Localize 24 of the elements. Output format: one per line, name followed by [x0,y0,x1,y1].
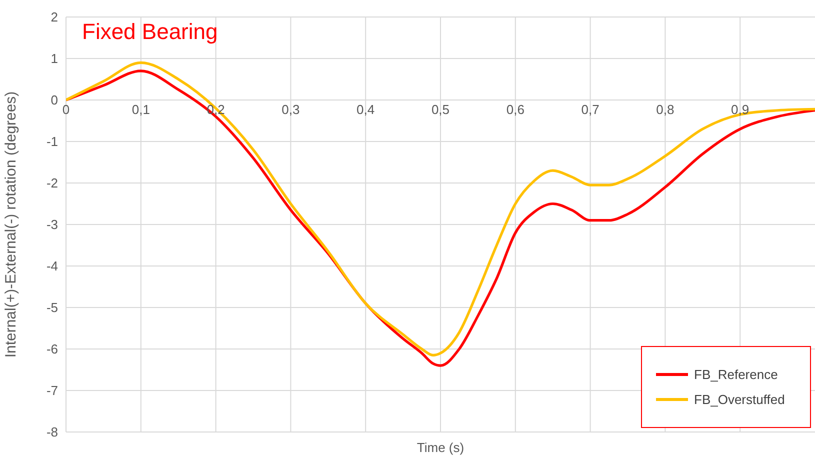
x-tick-label: 0,7 [581,102,600,117]
y-tick-label: -2 [46,176,58,191]
y-tick-label: 2 [50,10,58,25]
legend-label: FB_Overstuffed [694,392,785,407]
x-tick-label: 0,5 [431,102,450,117]
y-tick-label: -4 [46,258,58,274]
y-axis-title: Internal(+)-External(-) rotation (degrees) [2,91,20,358]
y-tick-label: -6 [46,342,58,357]
x-tick-label: 0,6 [506,102,524,117]
chart-title: Fixed Bearing [82,19,218,45]
y-tick-label: -8 [46,424,58,440]
x-tick-label: 0 [62,102,70,117]
y-tick-label: -1 [46,134,58,150]
y-tick-label: -3 [46,217,58,232]
x-tick-label: 0,9 [731,102,750,117]
y-tick-label: -7 [46,383,58,398]
x-tick-label: 0,3 [282,102,300,117]
legend-label: FB_Reference [694,367,778,382]
y-tick-label: 1 [50,51,58,66]
x-tick-label: 0,4 [356,102,375,117]
x-tick-label: 0,8 [656,102,674,117]
y-tick-label: -5 [46,300,58,316]
x-axis-title: Time (s) [416,440,464,455]
x-tick-label: 0,1 [132,102,150,117]
